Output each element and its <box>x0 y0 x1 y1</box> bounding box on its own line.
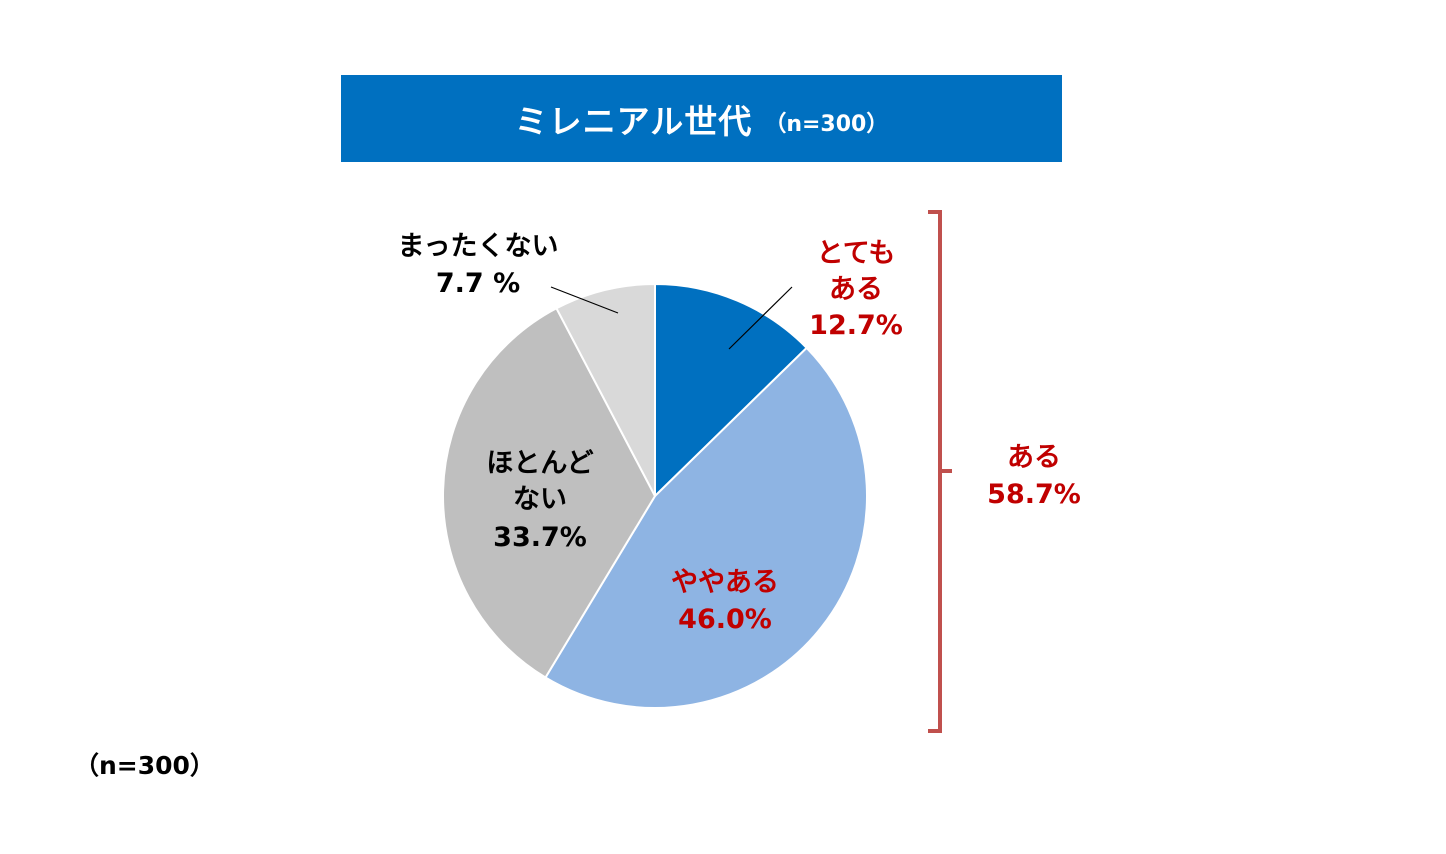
slice-mattaku-nai <box>555 282 656 497</box>
slice-value-hotondo: 33.7% <box>493 522 587 553</box>
bracket-label: ある <box>1007 442 1061 473</box>
slice-label-totemo-line2: ある <box>829 274 883 305</box>
slice-hotondo-nai <box>442 306 657 679</box>
slice-yaya-aru <box>544 346 868 709</box>
slice-label-mattaku: まったくない <box>398 231 559 262</box>
chart-sample-size: （n=300） <box>764 111 889 137</box>
slice-value-totemo: 12.7% <box>809 310 903 341</box>
slice-totemo-aru <box>654 282 809 499</box>
bracket-value: 58.7% <box>987 479 1081 510</box>
slice-label-hotondo-line2: ない <box>513 484 567 515</box>
aru-bracket <box>928 210 952 733</box>
slice-label-totemo-line1: とても <box>817 238 896 269</box>
slice-value-mattaku: 7.7 % <box>436 268 520 299</box>
footnote-sample-size: （n=300） <box>74 751 215 780</box>
slice-value-yaya: 46.0% <box>678 604 772 635</box>
pie-slices <box>442 282 868 709</box>
slice-label-hotondo-line1: ほとんど <box>486 448 593 479</box>
chart-title: ミレニアル世代 <box>514 101 753 141</box>
leader-line-mattaku <box>550 286 619 314</box>
slice-label-yaya: ややある <box>671 567 779 598</box>
chart-title-bar: ミレニアル世代 （n=300） <box>341 75 1062 162</box>
leader-line-totemo <box>728 286 793 350</box>
